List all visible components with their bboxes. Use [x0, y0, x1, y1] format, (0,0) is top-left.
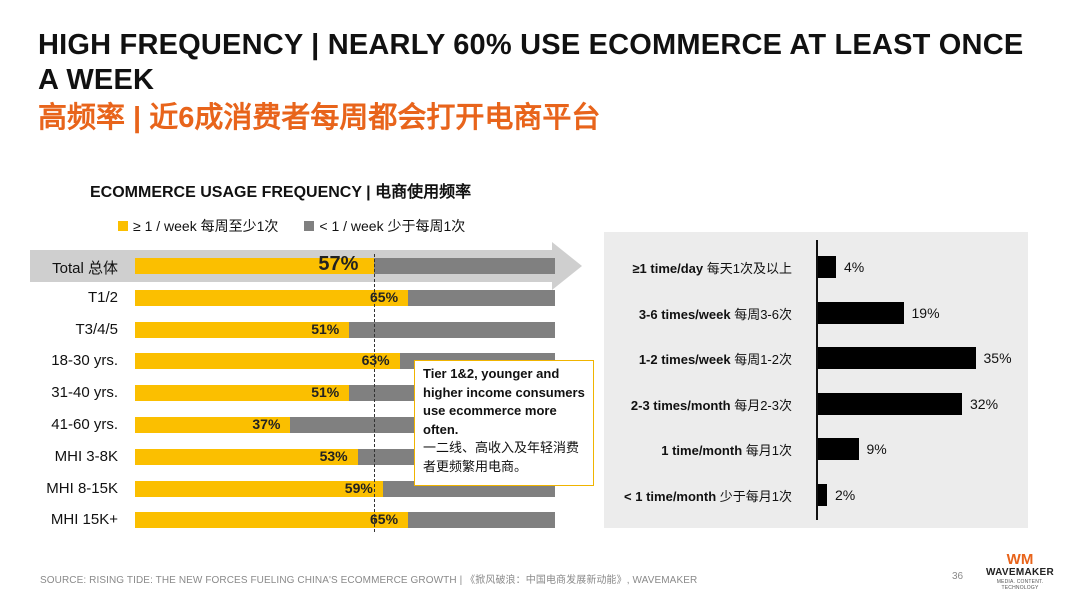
row-label: 31-40 yrs.: [51, 384, 118, 402]
row-label: MHI 8-15K: [46, 479, 118, 497]
bar-weekly: [135, 289, 408, 306]
frequency-data-label: 2%: [835, 486, 856, 503]
legend-swatch-weekly: [118, 221, 128, 231]
bar-weekly: [135, 258, 375, 274]
row-label: 18-30 yrs.: [51, 352, 118, 370]
source-footer: SOURCE: RISING TIDE: THE NEW FORCES FUEL…: [40, 575, 698, 586]
logo-mark: WM: [1006, 551, 1034, 568]
frequency-label-cn: 每周3-6次: [734, 306, 792, 322]
legend-item-weekly: ≥ 1 / week 每周至少1次: [118, 216, 278, 236]
logo-tagline: MEDIA. CONTENT. TECHNOLOGY: [996, 579, 1044, 591]
chart-title: ECOMMERCE USAGE FREQUENCY | 电商使用频率: [90, 184, 472, 201]
bar-data-label: 51%: [311, 320, 340, 337]
frequency-panel: ≥1 time/day 每天1次及以上 4% 3-6 times/week 每周3-…: [604, 232, 1028, 528]
row-label: MHI 15K+: [50, 511, 118, 529]
chart-legend: ≥ 1 / week 每周至少1次 < 1 / week 少于每周1次: [118, 216, 465, 236]
frequency-data-label: 32%: [970, 395, 999, 412]
bar-less-than-weekly: [374, 258, 555, 274]
frequency-label: 1-2 times/week 每周1-2次: [639, 349, 792, 368]
frequency-data-label: 19%: [911, 304, 940, 321]
frequency-label-en: 2-3 times/month: [630, 397, 735, 413]
frequency-bar: [818, 347, 976, 369]
logo-name: WAVEMAKER: [985, 567, 1055, 578]
frequency-label-en: ≥1 time/day: [632, 261, 707, 276]
frequency-label-en: 1 time/month: [661, 443, 746, 458]
bar-data-label: 59%: [344, 479, 373, 496]
bar-data-label: 53%: [319, 447, 348, 464]
callout-box: Tier 1&2, younger and higher income cons…: [414, 360, 594, 486]
bar-weekly: [135, 512, 408, 529]
row-label: Total 总体: [52, 260, 118, 277]
frequency-label-en: 3-6 times/week: [638, 306, 735, 322]
frequency-bar: [818, 256, 836, 278]
callout-text-cn: 一二线、高收入及年轻消费者更频繁用电商。: [423, 440, 580, 474]
frequency-label: 3-6 times/week 每周3-6次: [639, 304, 792, 323]
row-label: 41-60 yrs.: [51, 416, 118, 433]
frequency-label-en: < 1 time/month: [624, 488, 720, 504]
bar-weekly: [135, 480, 383, 497]
frequency-label-en: 1-2 times/week: [638, 352, 735, 367]
frequency-label-cn: 每周1-2次: [734, 352, 792, 367]
row-label: MHI 3-8K: [54, 447, 118, 465]
bar-weekly: [135, 417, 291, 433]
bar-data-label: 65%: [370, 288, 399, 305]
frequency-label-cn: 每月2-3次: [734, 397, 792, 413]
frequency-data-label: 4%: [844, 259, 865, 275]
frequency-bar: [818, 392, 962, 415]
frequency-label: < 1 time/month 少于每月1次: [624, 486, 792, 505]
bar-data-label: 37%: [252, 416, 281, 432]
frequency-label-cn: 每月1次: [745, 443, 792, 458]
reference-line: [374, 254, 376, 533]
frequency-label: ≥1 time/day 每天1次及以上: [632, 258, 792, 277]
bar-weekly: [135, 321, 350, 338]
legend-swatch-less: [304, 221, 315, 231]
slide-subtitle: 高频率 | 近6成消费者每周都会打开电商平台: [38, 102, 601, 134]
row-label: T3/4/5: [75, 320, 118, 338]
bar-less-than-weekly: [408, 512, 555, 529]
callout-text-en: Tier 1&2, younger and higher income cons…: [423, 366, 585, 437]
bar-data-label: 63%: [361, 352, 390, 369]
wavemaker-logo: WM WAVEMAKER MEDIA. CONTENT. TECHNOLOGY: [985, 551, 1055, 591]
bar-less-than-weekly: [349, 321, 555, 338]
page-number: 36: [952, 571, 964, 582]
frequency-data-label: 9%: [866, 441, 887, 457]
bar-data-label: 51%: [311, 384, 340, 401]
bar-weekly: [135, 385, 350, 402]
bar-less-than-weekly: [408, 289, 555, 306]
bar-data-label: 65%: [370, 511, 399, 528]
frequency-bar: [818, 301, 904, 324]
row-label: T1/2: [87, 288, 118, 306]
frequency-label-cn: 每天1次及以上: [706, 261, 792, 276]
legend-item-less: < 1 / week 少于每周1次: [304, 216, 465, 236]
frequency-axis-line: [816, 240, 818, 520]
bar-weekly: [135, 353, 400, 370]
frequency-label: 1 time/month 每月1次: [661, 440, 792, 459]
legend-label-less: < 1 / week 少于每周1次: [319, 218, 466, 234]
frequency-data-label: 35%: [983, 350, 1012, 366]
legend-label-weekly: ≥ 1 / week 每周至少1次: [133, 218, 279, 234]
bar-data-label: 57%: [318, 253, 359, 275]
frequency-bar: [818, 483, 827, 506]
frequency-label-cn: 少于每月1次: [719, 488, 792, 504]
bar-weekly: [135, 448, 358, 465]
slide-title: HIGH FREQUENCY | NEARLY 60% USE ECOMMERC…: [38, 29, 1024, 96]
frequency-bar: [818, 438, 859, 460]
frequency-label: 2-3 times/month 每月2-3次: [631, 395, 792, 414]
